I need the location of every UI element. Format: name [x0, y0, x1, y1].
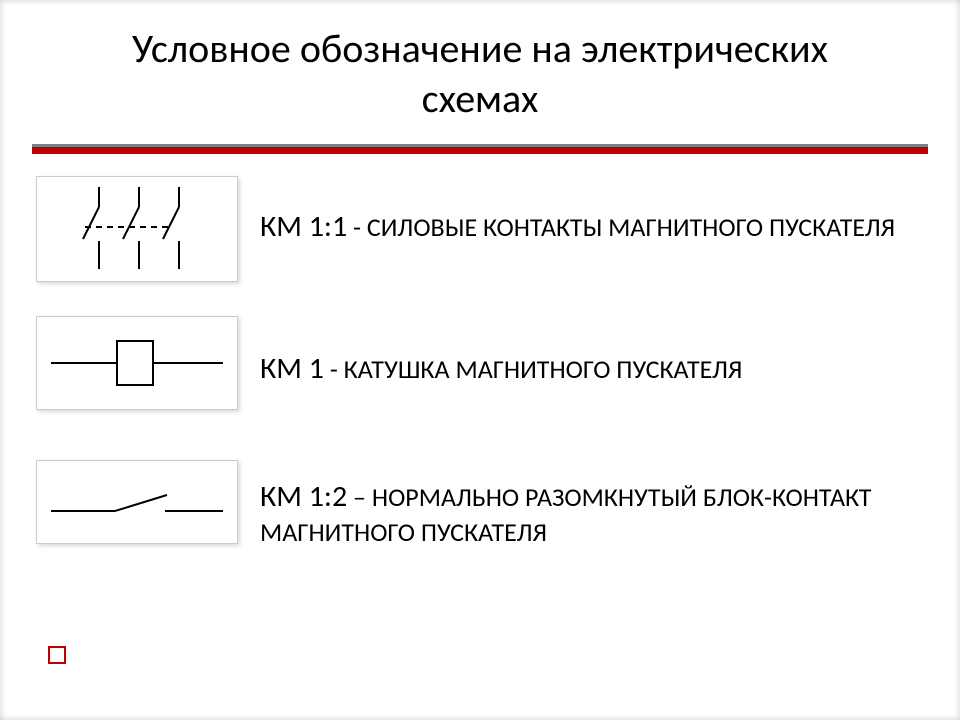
item-3-text: КМ 1:2 – НОРМАЛЬНО РАЗОМКНУТЫЙ БЛОК-КОНТ… — [260, 478, 900, 548]
divider-red — [32, 147, 928, 154]
item-1-text: КМ 1:1 - СИЛОВЫЕ КОНТАКТЫ МАГНИТНОГО ПУС… — [260, 208, 900, 246]
item-2-code: КМ 1 — [260, 350, 324, 387]
item-3-code: КМ 1:2 — [260, 478, 347, 515]
footer-bullet — [48, 646, 66, 664]
item-2-label: КАТУШКА МАГНИТНОГО ПУСКАТЕЛЯ — [344, 353, 743, 385]
item-3-sep: – — [347, 481, 372, 513]
coil-icon — [37, 317, 237, 409]
item-1-label: СИЛОВЫЕ КОНТАКТЫ МАГНИТНОГО ПУСКАТЕЛЯ — [367, 211, 895, 243]
item-2-text: КМ 1 - КАТУШКА МАГНИТНОГО ПУСКАТЕЛЯ — [260, 350, 900, 388]
power-contacts-icon — [37, 177, 237, 281]
item-1-sep: - — [347, 211, 367, 243]
symbol-no-contact — [36, 460, 238, 544]
no-contact-icon — [37, 461, 237, 543]
symbol-power-contacts — [36, 176, 238, 282]
item-2-sep: - — [324, 353, 344, 385]
slide-frame: { "background_color": "#ffffff", "title"… — [0, 0, 960, 720]
symbol-coil — [36, 316, 238, 410]
item-1-code: КМ 1:1 — [260, 208, 347, 245]
page-title: Условное обозначение на электрическихсхе… — [0, 24, 960, 124]
